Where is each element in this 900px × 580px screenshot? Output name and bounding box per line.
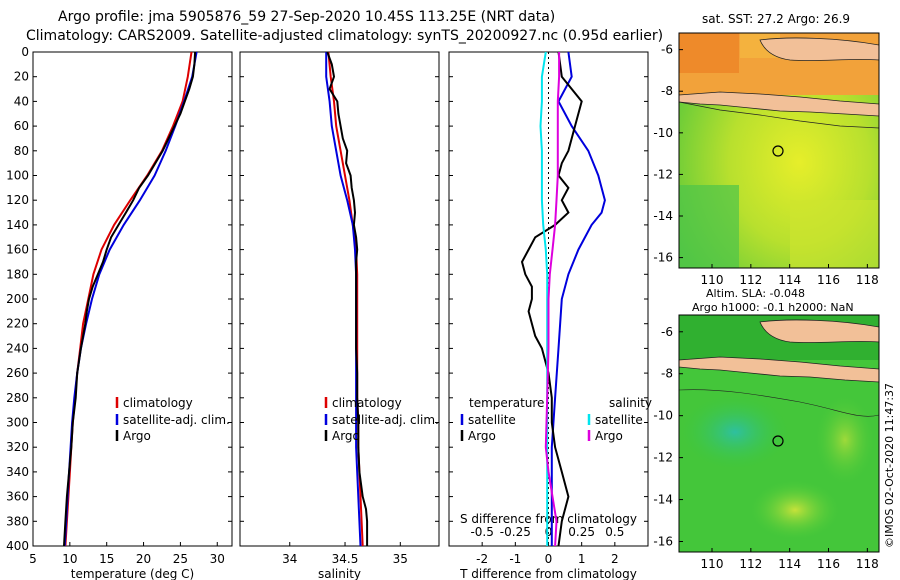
map-lon-label: 114 — [778, 273, 801, 287]
map-lon-label: 114 — [778, 557, 801, 571]
map-lon-label: 118 — [856, 273, 879, 287]
map-lat-label: -16 — [653, 251, 673, 265]
depth-tick-label: 220 — [6, 317, 29, 331]
legend-label: satellite-adj. clim. — [123, 413, 230, 427]
legend-label: Argo — [332, 429, 360, 443]
imos-credit: ©IMOS 02-Oct-2020 11:47:37 — [883, 383, 896, 548]
map-lat-label: -6 — [661, 325, 673, 339]
legend-label: climatology — [332, 396, 402, 410]
argo-position-marker — [772, 145, 784, 157]
header-line-1: Argo profile: jma 5905876_59 27-Sep-2020… — [58, 9, 555, 25]
x-tick-label: 5 — [29, 552, 37, 566]
x-tick-label: 34.5 — [332, 552, 359, 566]
legend-title-salinity: salinity — [609, 396, 652, 410]
x-axis-label: temperature (deg C) — [71, 567, 194, 580]
map-lat-label: -16 — [653, 535, 673, 549]
header-line-2: Climatology: CARS2009. Satellite-adjuste… — [26, 28, 663, 44]
x-tick-label: 20 — [136, 552, 151, 566]
s-tick-label: 0 — [545, 525, 553, 539]
x-tick-label: 35 — [393, 552, 408, 566]
series-line-salinity-Argo — [544, 52, 561, 547]
x-tick-label: 25 — [173, 552, 188, 566]
legend-label: satellite-adj. clim. — [332, 413, 439, 427]
depth-tick-label: 380 — [6, 514, 29, 528]
depth-tick-label: 160 — [6, 243, 29, 257]
map-lon-label: 116 — [817, 557, 840, 571]
map-lon-label: 110 — [701, 273, 724, 287]
x-axis-label: T difference from climatology — [459, 567, 637, 580]
map-lon-label: 116 — [817, 273, 840, 287]
depth-tick-label: 240 — [6, 341, 29, 355]
depth-tick-label: 40 — [14, 94, 29, 108]
series-line-temperature-Argo — [520, 51, 583, 547]
map-lon-label: 118 — [856, 557, 879, 571]
map-lat-label: -12 — [653, 451, 673, 465]
legend-label: climatology — [123, 396, 193, 410]
map-lat-label: -12 — [653, 167, 673, 181]
salinity-panel — [239, 51, 440, 547]
depth-tick-label: 100 — [6, 169, 29, 183]
series-line-satellite-adj-clim- — [63, 51, 198, 547]
map-lat-label: -14 — [653, 493, 673, 507]
depth-tick-label: 80 — [14, 144, 29, 158]
x-tick-label: 30 — [210, 552, 225, 566]
sla-map-subtitle: Argo h1000: -0.1 h2000: NaN — [692, 301, 854, 314]
temperature-panel — [32, 51, 233, 547]
series-line-climatology — [64, 51, 193, 547]
x-tick-label: 10 — [62, 552, 77, 566]
legend-label: satellite — [595, 413, 643, 427]
series-line-argo — [326, 51, 369, 546]
legend-label: Argo — [468, 429, 496, 443]
argo-position-marker — [772, 435, 784, 447]
legend-title-temperature: temperature — [469, 396, 544, 410]
map-lat-label: -14 — [653, 209, 673, 223]
depth-tick-label: 0 — [21, 45, 29, 59]
map-lat-label: -8 — [661, 367, 673, 381]
x-tick-label: 15 — [99, 552, 114, 566]
series-line-temperature-satellite — [550, 51, 606, 546]
legend-label: Argo — [123, 429, 151, 443]
map-lon-label: 110 — [701, 557, 724, 571]
depth-tick-label: 20 — [14, 70, 29, 84]
series-line-salinity-satellite — [539, 51, 549, 546]
x-axis-label: salinity — [318, 567, 361, 580]
x-tick-label: 2 — [611, 552, 619, 566]
sst-map: sat. SST: 27.2 Argo: 26.9 — [678, 12, 880, 269]
x-tick-label: -2 — [476, 552, 488, 566]
series-line-argo — [63, 51, 197, 547]
x-tick-label: 34 — [282, 552, 297, 566]
s-tick-label: -0.25 — [500, 525, 531, 539]
x-tick-label: -1 — [509, 552, 521, 566]
map-lon-label: 112 — [739, 273, 762, 287]
depth-tick-label: 320 — [6, 440, 29, 454]
legend-label: satellite — [468, 413, 516, 427]
map-lat-label: -10 — [653, 126, 673, 140]
map-lat-label: -6 — [661, 43, 673, 57]
depth-tick-label: 280 — [6, 391, 29, 405]
depth-tick-label: 260 — [6, 366, 29, 380]
depth-tick-label: 300 — [6, 416, 29, 430]
depth-tick-label: 180 — [6, 267, 29, 281]
map-lat-label: -10 — [653, 409, 673, 423]
depth-tick-label: 140 — [6, 218, 29, 232]
depth-tick-label: 200 — [6, 292, 29, 306]
sst-map-title: sat. SST: 27.2 Argo: 26.9 — [702, 12, 850, 26]
depth-tick-label: 400 — [6, 539, 29, 553]
s-tick-label: -0.5 — [470, 525, 493, 539]
s-tick-label: 0.25 — [568, 525, 595, 539]
map-lon-label: 112 — [739, 557, 762, 571]
x-tick-label: 0 — [545, 552, 553, 566]
sla-map-title: Altim. SLA: -0.048 — [706, 287, 805, 300]
depth-tick-label: 340 — [6, 465, 29, 479]
s-axis-label: S difference from climatology — [460, 512, 637, 526]
x-tick-label: 1 — [578, 552, 586, 566]
s-tick-label: 0.5 — [605, 525, 624, 539]
legend-label: Argo — [595, 429, 623, 443]
sla-map: Altim. SLA: -0.048 Argo h1000: -0.1 h200… — [678, 287, 880, 553]
depth-tick-label: 60 — [14, 119, 29, 133]
depth-tick-label: 360 — [6, 490, 29, 504]
depth-tick-label: 120 — [6, 193, 29, 207]
map-lat-label: -8 — [661, 84, 673, 98]
